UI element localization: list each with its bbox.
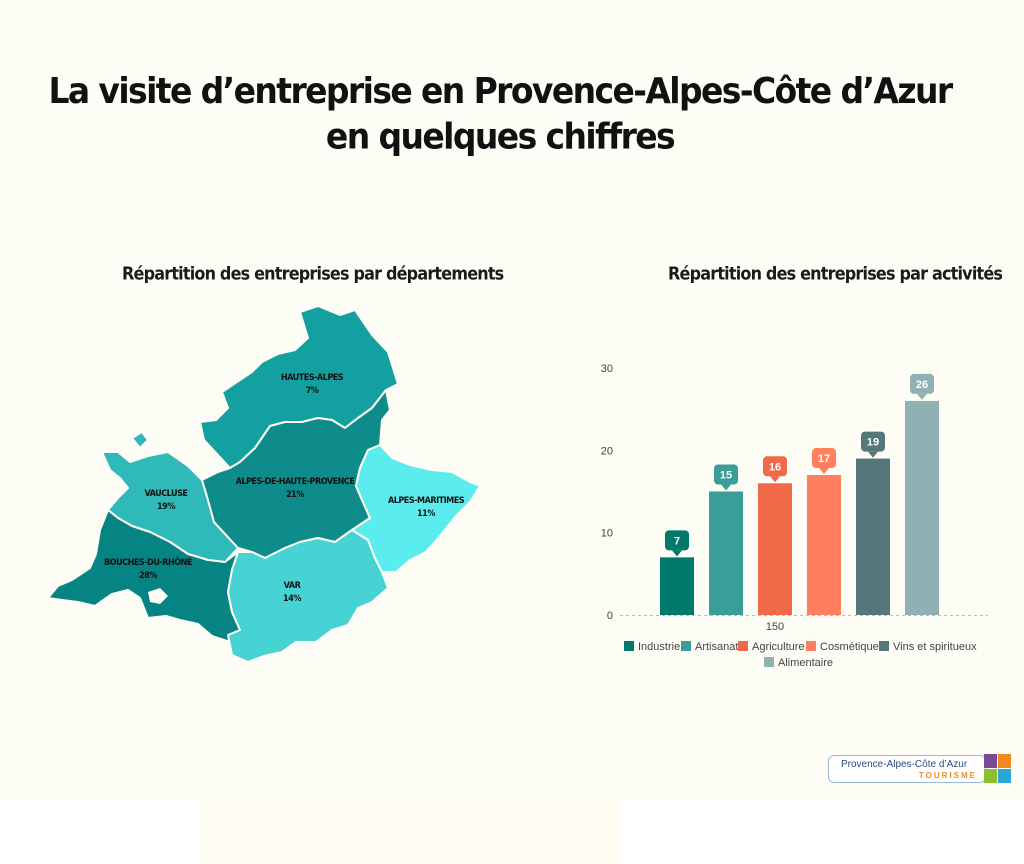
chart-subtitle: Répartition des entreprises par activité…: [668, 263, 1003, 284]
data-label-2: 16: [769, 461, 781, 473]
tourism-logo: Provence-Alpes-Côte d’Azur TOURISME: [828, 752, 1012, 784]
data-label-pointer-1: [721, 484, 731, 491]
region-value-var: 14%: [283, 594, 301, 604]
region-value-alpes-maritimes: 11%: [417, 509, 435, 519]
data-label-pointer-2: [770, 476, 780, 483]
legend-swatch-3: [806, 641, 816, 651]
region-value-alpes-de-haute-provence: 21%: [286, 490, 304, 500]
region-value-vaucluse: 19%: [157, 502, 175, 512]
data-label-pointer-0: [672, 550, 682, 557]
region-label-bouches-du-rhone: BOUCHES-DU-RHÔNE: [104, 556, 192, 568]
bar-2: [758, 483, 792, 615]
legend-label-5: Alimentaire: [778, 657, 833, 669]
data-label-pointer-4: [868, 451, 878, 458]
data-label-bubble-0: [665, 530, 689, 551]
y-tick-label-0: 0: [607, 610, 613, 622]
bar-4: [856, 458, 890, 615]
region-alpes-maritimes: [351, 444, 481, 573]
logo-subtext: TOURISME: [918, 771, 977, 780]
logo-frame: Provence-Alpes-Côte d’Azur TOURISME: [828, 755, 986, 783]
legend-label-2: Agriculture: [752, 641, 805, 653]
region-label-var: VAR: [284, 581, 302, 591]
x-tick-label-0: 150: [766, 621, 784, 633]
data-label-bubble-1: [714, 464, 738, 485]
data-label-bubble-2: [763, 456, 787, 477]
region-value-hautes-alpes: 7%: [306, 386, 319, 396]
data-label-bubble-5: [910, 373, 934, 394]
bar-5: [905, 400, 939, 615]
data-label-0: 7: [674, 535, 680, 547]
logo-squares-icon: [984, 752, 1012, 784]
legend-swatch-5: [764, 657, 774, 667]
data-label-pointer-5: [917, 393, 927, 400]
y-tick-label-1: 10: [601, 528, 613, 540]
legend-label-0: Industrie: [638, 641, 680, 653]
bar-0: [660, 557, 694, 615]
region-label-hautes-alpes: HAUTES-ALPES: [281, 373, 344, 383]
region-label-alpes-maritimes: ALPES-MARITIMES: [388, 496, 465, 506]
page-title: La visite d’entreprise en Provence-Alpes…: [0, 69, 1000, 160]
data-label-bubble-3: [812, 448, 836, 469]
legend-label-3: Cosmétique: [820, 641, 879, 653]
region-vaucluse-enclave: [131, 431, 149, 449]
legend-swatch-0: [624, 641, 634, 651]
bar-1: [709, 491, 743, 615]
footer-band: [0, 800, 1024, 864]
logo-text: Provence-Alpes-Côte d’Azur: [841, 759, 968, 770]
data-label-5: 26: [916, 379, 928, 391]
bar-3: [807, 475, 841, 615]
region-label-vaucluse: VAUCLUSE: [145, 489, 188, 499]
legend-label-1: Artisanat: [695, 641, 738, 653]
page-title-line1: La visite d’entreprise en Provence-Alpes…: [48, 69, 953, 112]
y-tick-label-2: 20: [601, 445, 613, 457]
data-label-pointer-3: [819, 468, 829, 475]
department-map: HAUTES-ALPES 7% ALPES-DE-HAUTE-PROVENCE …: [47, 305, 481, 663]
data-label-bubble-4: [861, 431, 885, 452]
region-label-alpes-de-haute-provence: ALPES-DE-HAUTE-PROVENCE: [236, 477, 355, 487]
map-lagoon: [148, 588, 168, 604]
data-label-3: 17: [818, 453, 830, 465]
y-tick-label-3: 30: [601, 363, 613, 375]
legend-swatch-4: [879, 641, 889, 651]
map-subtitle: Répartition des entreprises par départem…: [122, 263, 504, 284]
legend-swatch-1: [681, 641, 691, 651]
data-label-1: 15: [720, 470, 732, 482]
legend-swatch-2: [738, 641, 748, 651]
legend-label-4: Vins et spiritueux: [893, 641, 977, 653]
activity-bar-chart: 0 10 20 30 7 15 16 17 19 26 150 Industrie Artisanat A…: [601, 363, 988, 669]
data-label-4: 19: [867, 437, 879, 449]
region-value-bouches-du-rhone: 28%: [139, 571, 157, 581]
page-title-line2: en quelques chiffres: [325, 115, 676, 158]
region-var: [227, 529, 389, 663]
